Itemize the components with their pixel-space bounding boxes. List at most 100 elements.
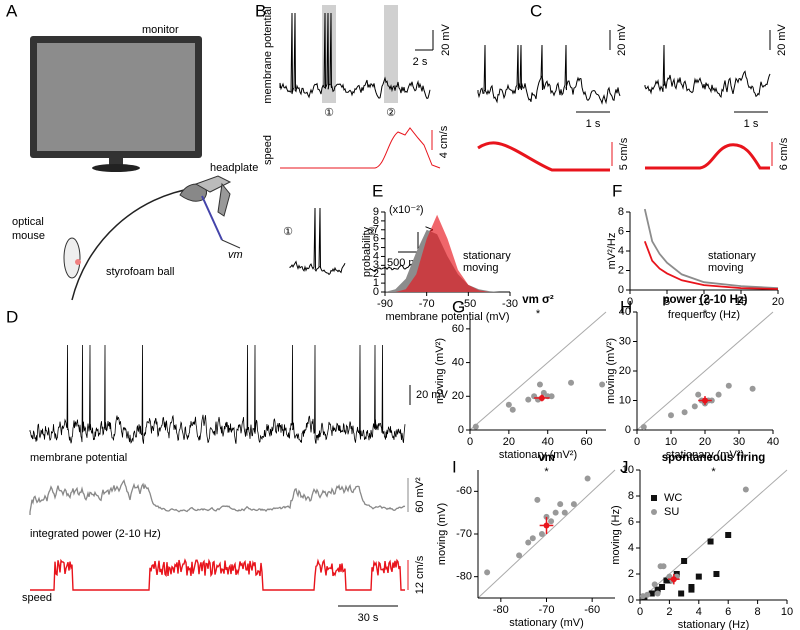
scale-label: 1 s <box>744 118 759 130</box>
y-tick-label: 1 <box>373 277 379 289</box>
chart-title: power (2-10 Hz) <box>663 294 748 306</box>
x-tick-label: 5 <box>664 296 670 308</box>
point <box>509 406 516 413</box>
panel-label: G <box>452 297 465 316</box>
x-tick-label: 0 <box>467 436 473 448</box>
y-tick-label: 20 <box>452 390 464 402</box>
x-tick-label: 8 <box>755 606 761 618</box>
trace-label: speed <box>22 592 52 604</box>
scale-label: 5 cm/s <box>618 137 630 170</box>
y-tick-label: 5 <box>373 241 379 253</box>
x-tick-label: -80 <box>493 604 509 616</box>
x-tick-label: -60 <box>584 604 600 616</box>
point <box>742 486 749 493</box>
spectrum-line <box>643 240 779 290</box>
mean-point <box>702 397 708 404</box>
panel-label: E <box>372 181 383 200</box>
point <box>584 475 591 482</box>
point <box>644 591 651 598</box>
x-axis-label: stationary (mV) <box>509 617 584 629</box>
x-tick-label: 0 <box>627 296 633 308</box>
trace <box>30 558 405 591</box>
point <box>660 563 667 570</box>
laser-spot <box>75 259 81 265</box>
point <box>561 509 568 516</box>
y-tick-label: -80 <box>456 571 472 583</box>
y-tick-label: 0 <box>628 594 634 606</box>
point <box>688 586 695 593</box>
scale-label: 30 s <box>358 612 379 624</box>
panel-label: A <box>6 1 18 20</box>
point <box>525 539 532 546</box>
epoch-label: ① <box>283 226 293 238</box>
label: monitor <box>142 24 179 36</box>
point <box>668 412 674 419</box>
mean-point <box>670 576 677 583</box>
point <box>648 590 655 597</box>
point <box>654 590 661 597</box>
y-tick-label: 4 <box>618 245 624 257</box>
x-tick-label: 60 <box>580 436 592 448</box>
point <box>536 381 543 388</box>
headplate-post <box>217 182 231 217</box>
y-tick-label: 6 <box>373 233 379 245</box>
point <box>568 379 575 386</box>
x-tick-label: -90 <box>377 298 393 310</box>
x-axis-label: stationary (mV²) <box>666 449 744 461</box>
y-tick-label: 0 <box>625 424 631 436</box>
y-tick-label: 20 <box>619 365 631 377</box>
panel-label: H <box>620 297 632 316</box>
y-tick-label: 40 <box>619 306 631 318</box>
scale-label: 12 cm/s <box>414 555 426 594</box>
panel-label: F <box>612 181 622 200</box>
electrode-wire <box>221 239 241 249</box>
point <box>472 423 479 430</box>
point <box>681 409 688 416</box>
x-axis-label: frequency (Hz) <box>668 309 740 321</box>
legend-label: WC <box>664 492 682 504</box>
x-tick-label: 10 <box>665 436 677 448</box>
y-tick-label: 8 <box>373 215 379 227</box>
label: styrofoam ball <box>106 266 174 278</box>
y-axis-label: moving (mV²) <box>605 338 617 404</box>
panel-label: I <box>452 457 457 476</box>
y-tick-label: 4 <box>628 542 634 554</box>
x-tick-label: 40 <box>542 436 554 448</box>
x-tick-label: 10 <box>698 296 710 308</box>
y-tick-label: 30 <box>619 335 631 347</box>
spectrum-line <box>643 208 779 289</box>
point <box>484 569 491 576</box>
annotation: * <box>703 308 708 320</box>
trace <box>477 44 621 105</box>
panel-label: C <box>530 1 542 20</box>
y-tick-label: 8 <box>628 490 634 502</box>
y-tick-label: 4 <box>373 250 379 262</box>
y-axis-label: moving (mV²) <box>434 338 446 404</box>
trace <box>644 44 771 98</box>
mean-point <box>538 394 545 401</box>
y-tick-label: 7 <box>373 224 379 236</box>
trace <box>29 344 406 444</box>
chart-title: vm σ² <box>522 294 554 306</box>
x-tick-label: -70 <box>539 604 555 616</box>
point <box>651 581 658 588</box>
scale-label: 6 cm/s <box>778 137 790 170</box>
y-tick-label: 2 <box>373 268 379 280</box>
y-tick-label: 6 <box>628 516 634 528</box>
trace-label: membrane potential <box>30 452 127 464</box>
scale-label: 20 mV <box>416 389 448 401</box>
point <box>534 496 541 503</box>
panel-label: B <box>255 1 266 20</box>
y-tick-label: 10 <box>619 394 631 406</box>
annotation: * <box>711 466 716 478</box>
label: headplate <box>210 162 258 174</box>
y-axis-label: probability <box>361 226 373 277</box>
trace <box>289 207 346 276</box>
x-tick-label: 0 <box>634 436 640 448</box>
x-axis-label: stationary (Hz) <box>678 619 750 630</box>
unity-line <box>469 311 607 431</box>
point <box>570 501 577 508</box>
epoch-shade <box>384 5 398 103</box>
point <box>525 396 532 403</box>
point <box>707 538 714 545</box>
